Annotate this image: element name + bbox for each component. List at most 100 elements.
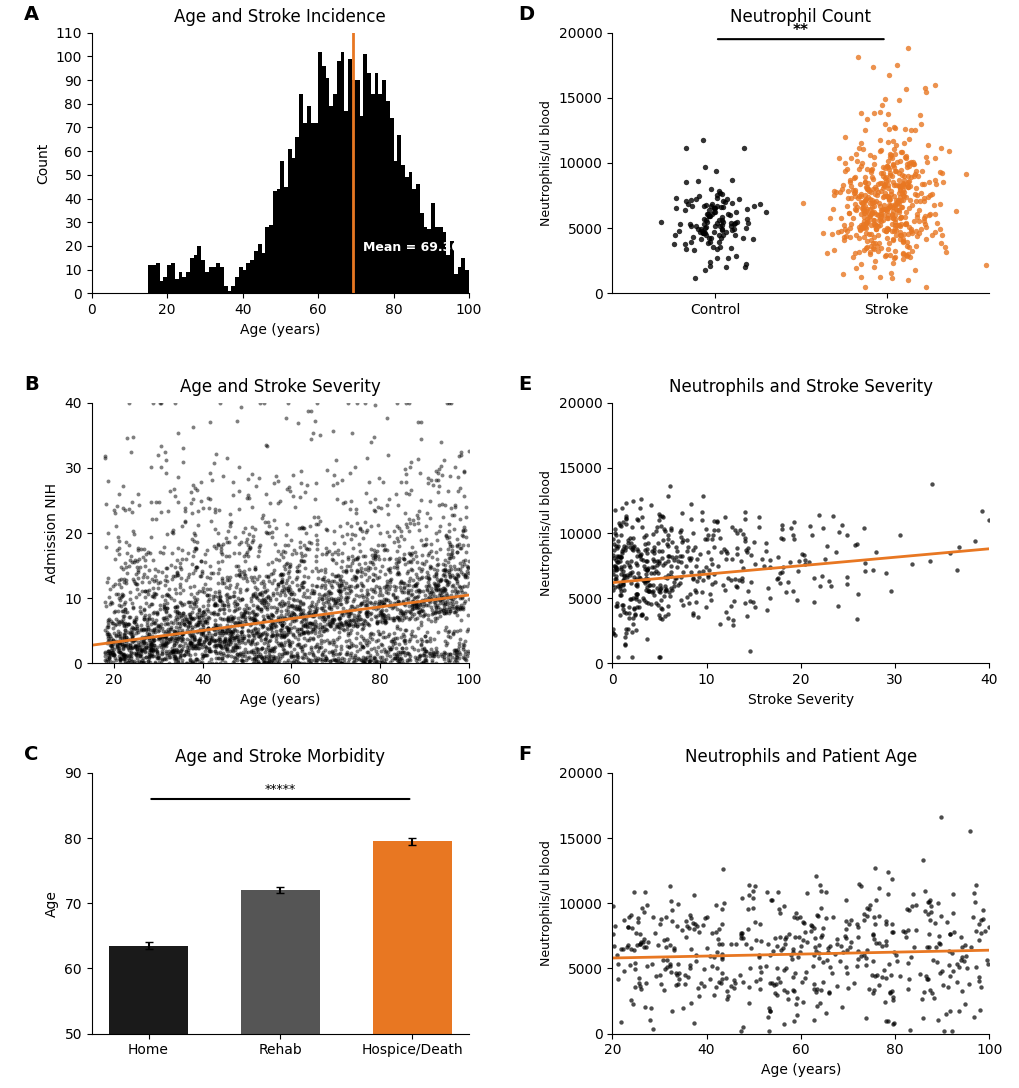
Point xyxy=(279,603,296,620)
Point xyxy=(454,527,471,544)
Point xyxy=(203,642,219,659)
Point xyxy=(280,596,297,614)
Point xyxy=(279,581,296,598)
Point xyxy=(102,644,118,662)
Point xyxy=(310,508,326,526)
Point xyxy=(389,558,406,576)
Point xyxy=(143,616,159,633)
Point xyxy=(441,567,458,584)
Point xyxy=(269,584,285,602)
Point xyxy=(734,230,750,247)
Point xyxy=(212,632,228,650)
Point xyxy=(654,599,671,617)
Point xyxy=(339,593,356,610)
Point xyxy=(385,595,401,613)
Bar xyxy=(372,841,451,1088)
Point xyxy=(757,542,773,559)
Point xyxy=(122,623,139,641)
Point xyxy=(375,591,391,608)
Point xyxy=(872,164,889,182)
Point xyxy=(207,655,223,672)
Point xyxy=(116,625,132,642)
Point xyxy=(102,595,118,613)
Point xyxy=(245,611,261,629)
Point xyxy=(391,602,408,619)
Point xyxy=(359,571,375,589)
Point xyxy=(310,648,326,666)
Point xyxy=(428,592,444,609)
Point xyxy=(125,428,142,445)
Point xyxy=(420,567,436,584)
Point xyxy=(256,596,272,614)
Point xyxy=(761,558,777,576)
Point xyxy=(118,646,135,664)
Point xyxy=(637,541,653,558)
Point xyxy=(263,611,279,629)
Point xyxy=(238,490,255,507)
Point xyxy=(727,521,743,539)
Point xyxy=(363,541,379,558)
Point xyxy=(440,604,457,621)
Point xyxy=(668,542,685,559)
Point xyxy=(661,937,678,954)
Point xyxy=(98,539,114,556)
Point xyxy=(849,950,865,967)
Point xyxy=(702,947,718,964)
Point xyxy=(747,931,763,949)
Point xyxy=(107,616,123,633)
Point xyxy=(922,186,938,203)
Point xyxy=(172,560,189,578)
Point xyxy=(256,652,272,669)
Point xyxy=(411,651,427,668)
Point xyxy=(623,906,639,924)
Point xyxy=(285,627,302,644)
Point xyxy=(650,506,666,523)
Point xyxy=(359,521,375,539)
Point xyxy=(808,906,824,924)
Point xyxy=(99,573,115,591)
Point xyxy=(686,581,702,598)
Point xyxy=(184,599,201,617)
Point xyxy=(196,646,212,664)
Point xyxy=(143,635,159,653)
Point xyxy=(431,496,447,514)
Point xyxy=(699,568,715,585)
Point xyxy=(624,493,640,510)
Point xyxy=(292,620,309,638)
Point xyxy=(439,648,455,666)
Point xyxy=(330,653,346,670)
Point xyxy=(288,636,305,654)
Point xyxy=(405,593,421,610)
Point xyxy=(910,224,926,242)
Point xyxy=(231,568,248,585)
Point xyxy=(276,636,292,654)
Point xyxy=(219,642,235,659)
Point xyxy=(340,617,357,634)
Point xyxy=(254,640,270,657)
Point xyxy=(170,653,186,670)
Point xyxy=(270,634,286,652)
Point xyxy=(352,640,368,657)
Point xyxy=(447,645,464,663)
Point xyxy=(148,611,164,629)
Bar xyxy=(235,276,238,294)
Point xyxy=(838,913,854,930)
Point xyxy=(196,633,212,651)
Point xyxy=(282,483,299,500)
Point xyxy=(158,599,174,617)
Point xyxy=(656,577,673,594)
Point xyxy=(962,938,978,955)
Point xyxy=(300,403,316,420)
Point xyxy=(374,654,390,671)
Point xyxy=(248,652,264,669)
Point xyxy=(335,494,352,511)
Point xyxy=(263,607,279,625)
Point xyxy=(175,646,192,664)
Point xyxy=(302,614,318,631)
Point xyxy=(854,140,870,158)
Point xyxy=(206,632,222,650)
Point xyxy=(409,553,425,570)
Point xyxy=(101,610,117,628)
Point xyxy=(212,644,228,662)
Point xyxy=(162,608,178,626)
